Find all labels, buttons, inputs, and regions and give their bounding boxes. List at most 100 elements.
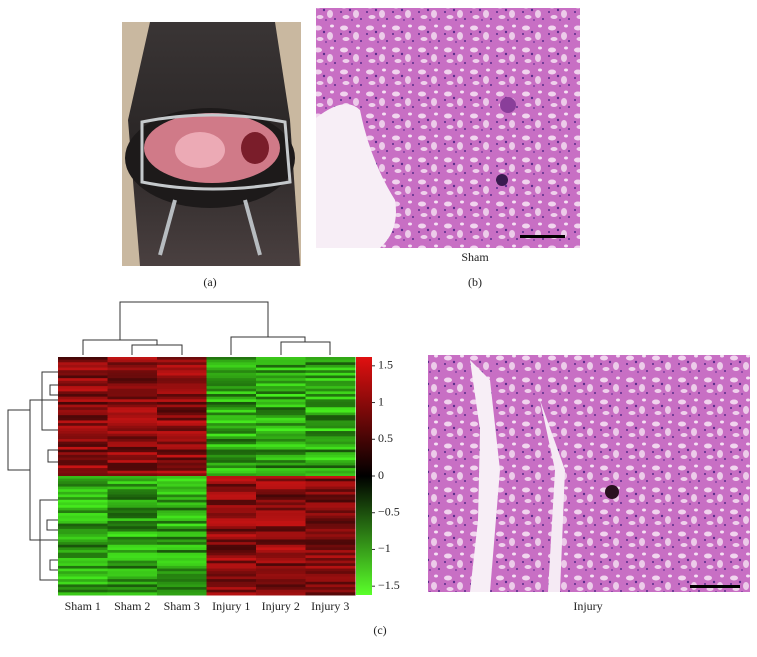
heatmap-cell: [305, 412, 356, 416]
heatmap-cell: [256, 565, 306, 570]
heatmap-cell: [305, 544, 356, 548]
heatmap-cell: [305, 462, 356, 466]
heatmap-cell: [206, 425, 257, 429]
heatmap-cell: [58, 367, 108, 371]
heatmap-cell: [58, 370, 108, 374]
heatmap-cell: [58, 579, 108, 583]
heatmap-cell: [206, 375, 257, 379]
heatmap-cell: [206, 528, 257, 533]
heatmap-cell: [107, 454, 158, 458]
heatmap-cell: [107, 436, 158, 440]
heatmap-cell: [256, 420, 306, 424]
heatmap-cell: [157, 513, 207, 517]
heatmap-cell: [256, 431, 306, 435]
heatmap-cell: [305, 581, 356, 585]
heatmap-cell: [256, 489, 306, 493]
heatmap-cell: [58, 573, 108, 577]
heatmap-cell: [256, 486, 306, 490]
heatmap-cell: [58, 557, 108, 562]
heatmap-cell: [256, 513, 306, 517]
heatmap-cell: [58, 544, 108, 548]
heatmap-cell: [107, 579, 158, 583]
heatmap-cell: [157, 375, 207, 379]
heatmap-cell: [206, 555, 257, 559]
heatmap-cell: [305, 444, 356, 448]
heatmap-cell: [58, 584, 108, 588]
heatmap-cell: [256, 518, 306, 522]
heatmap-cell: [256, 563, 306, 567]
heatmap-cell: [305, 460, 356, 464]
heatmap-cell: [58, 507, 108, 511]
heatmap-cell: [157, 417, 207, 421]
heatmap-cell: [58, 404, 108, 408]
heatmap-cell: [157, 507, 207, 511]
heatmap-cell: [256, 547, 306, 551]
heatmap-cell: [305, 481, 356, 485]
heatmap-cell: [58, 415, 108, 419]
heatmap-cell: [58, 412, 108, 416]
heatmap-cell: [206, 536, 257, 540]
heatmap-cell: [107, 391, 158, 395]
heatmap-cell: [58, 433, 108, 437]
column-label: Injury 2: [262, 599, 300, 613]
heatmap-cell: [157, 528, 207, 533]
heatmap-cell: [256, 438, 306, 443]
heatmap-cell: [305, 499, 356, 503]
heatmap-cell: [206, 579, 257, 583]
heatmap-cell: [107, 584, 158, 588]
heatmap-cell: [206, 497, 257, 501]
heatmap-cell: [157, 383, 207, 387]
heatmap-cell: [305, 539, 356, 543]
heatmap-cell: [157, 412, 207, 416]
heatmap-cell: [305, 552, 356, 556]
heatmap-cell: [305, 468, 356, 472]
heatmap-cell: [305, 565, 356, 570]
heatmap-cell: [107, 367, 158, 371]
heatmap-cell: [256, 359, 306, 363]
heatmap-cell: [206, 523, 257, 527]
heatmap-cell: [206, 547, 257, 551]
heatmap-cell: [256, 557, 306, 562]
heatmap-cell: [58, 420, 108, 424]
heatmap-cell: [157, 531, 207, 535]
heatmap-cell: [206, 560, 257, 564]
heatmap-cell: [305, 425, 356, 429]
heatmap-cell: [107, 364, 158, 369]
column-label: Injury 1: [212, 599, 250, 613]
heatmap-cell: [157, 460, 207, 464]
heatmap-cell: [107, 378, 158, 382]
heatmap-cell: [107, 505, 158, 509]
heatmap-cell: [256, 536, 306, 540]
heatmap-cell: [206, 359, 257, 363]
heatmap-cell: [305, 446, 356, 451]
heatmap-cell: [305, 557, 356, 562]
heatmap-cell: [58, 576, 108, 580]
heatmap-cell: [206, 396, 257, 400]
heatmap-cell: [107, 394, 158, 398]
heatmap-cell: [305, 370, 356, 374]
heatmap-cell: [58, 423, 108, 427]
heatmap-cell: [305, 555, 356, 559]
heatmap-cell: [157, 415, 207, 419]
heatmap-cell: [58, 526, 108, 530]
heatmap-cell: [107, 420, 158, 424]
heatmap-cell: [256, 483, 306, 488]
heatmap-cell: [107, 592, 158, 596]
heatmap-cell: [206, 468, 257, 472]
heatmap-cell: [305, 576, 356, 580]
heatmap-cell: [157, 592, 207, 596]
heatmap-cell: [157, 560, 207, 564]
heatmap-cell: [107, 473, 158, 477]
heatmap-cell: [256, 375, 306, 379]
heatmap-cell: [107, 552, 158, 556]
heatmap-cell: [256, 449, 306, 453]
heatmap-cell: [206, 476, 257, 480]
colorbar-tick-label: 1.5: [378, 358, 393, 372]
heatmap-cell: [305, 433, 356, 437]
heatmap-cell: [256, 394, 306, 398]
heatmap-cell: [58, 391, 108, 395]
heatmap-cell: [305, 542, 356, 546]
heatmap-cell: [157, 505, 207, 509]
heatmap-cell: [305, 383, 356, 387]
heatmap-cell: [107, 497, 158, 501]
